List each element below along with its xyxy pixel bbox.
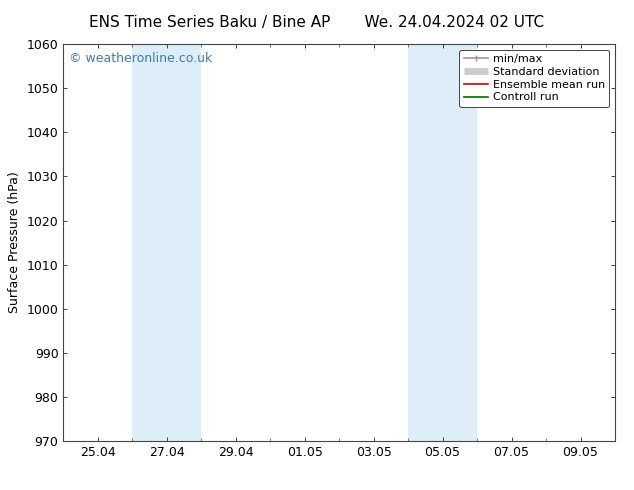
Y-axis label: Surface Pressure (hPa): Surface Pressure (hPa) xyxy=(8,172,21,314)
Text: © weatheronline.co.uk: © weatheronline.co.uk xyxy=(69,52,212,65)
Legend: min/max, Standard deviation, Ensemble mean run, Controll run: min/max, Standard deviation, Ensemble me… xyxy=(460,49,609,107)
Bar xyxy=(133,44,202,441)
Text: ENS Time Series Baku / Bine AP       We. 24.04.2024 02 UTC: ENS Time Series Baku / Bine AP We. 24.04… xyxy=(89,15,545,30)
Bar xyxy=(408,44,477,441)
